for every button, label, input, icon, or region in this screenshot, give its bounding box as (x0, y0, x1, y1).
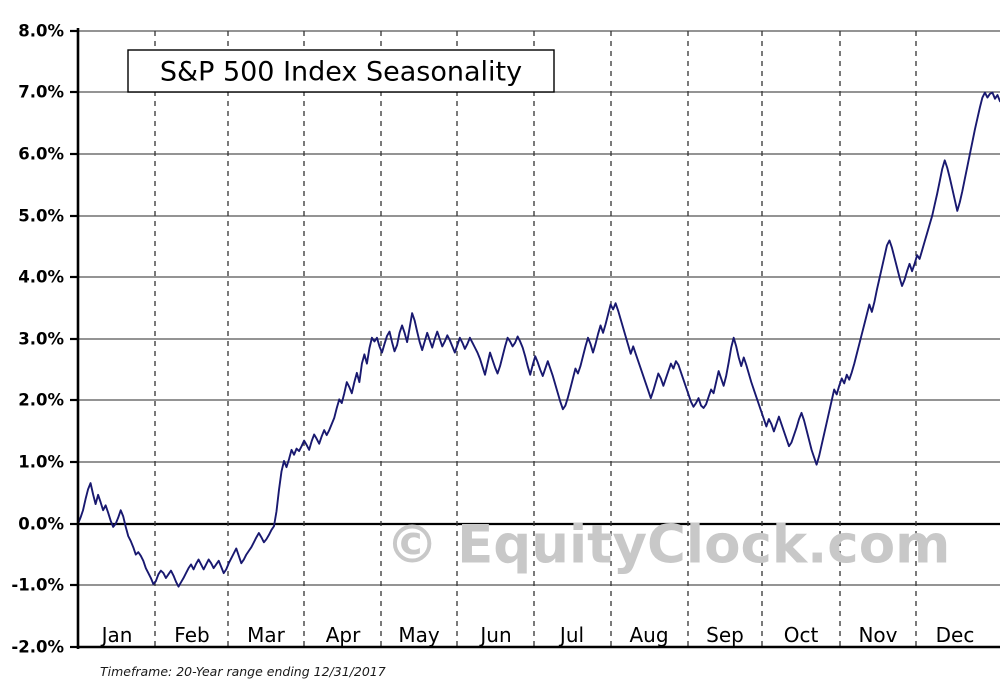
ytick-label-2: 2.0% (18, 391, 64, 410)
ytick-label-1: 1.0% (18, 453, 64, 472)
xtick-label-mar: Mar (247, 623, 286, 647)
ytick-label-6: 6.0% (18, 145, 64, 164)
chart-title-group: S&P 500 Index Seasonality (127, 49, 555, 93)
ytick-label-neg1: -1.0% (11, 576, 64, 595)
seasonality-line (77, 91, 1000, 588)
page-title: S&P 500 Index Seasonality (160, 57, 522, 88)
ytick-label-neg2: -2.0% (11, 638, 64, 657)
axes (70, 28, 1000, 649)
watermark-text: © EquityClock.com (386, 515, 951, 576)
xtick-label-nov: Nov (858, 623, 897, 647)
xtick-label-dec: Dec (936, 623, 975, 647)
month-dividers (154, 31, 917, 647)
xtick-label-jun: Jun (478, 623, 511, 647)
y-tick-labels: 8.0% 7.0% 6.0% 5.0% 4.0% 3.0% 2.0% 1.0% … (11, 22, 64, 657)
xtick-label-oct: Oct (784, 623, 819, 647)
xtick-label-jan: Jan (100, 623, 133, 647)
x-tick-labels: Jan Feb Mar Apr May Jun Jul Aug Sep Oct … (100, 623, 975, 647)
ytick-label-7: 7.0% (18, 83, 64, 102)
xtick-label-aug: Aug (629, 623, 668, 647)
title-box (127, 49, 555, 93)
ytick-label-3: 3.0% (18, 330, 64, 349)
ytick-label-5: 5.0% (18, 207, 64, 226)
xtick-label-may: May (398, 623, 440, 647)
xtick-label-jul: Jul (558, 623, 584, 647)
xtick-label-sep: Sep (706, 623, 744, 647)
ytick-label-4: 4.0% (18, 268, 64, 287)
ytick-label-0: 0.0% (18, 515, 64, 534)
y-gridlines (78, 30, 1000, 586)
ytick-label-8: 8.0% (18, 22, 64, 41)
xtick-label-apr: Apr (326, 623, 361, 647)
xtick-label-feb: Feb (174, 623, 209, 647)
footnote-text: Timeframe: 20-Year range ending 12/31/20… (100, 664, 386, 679)
